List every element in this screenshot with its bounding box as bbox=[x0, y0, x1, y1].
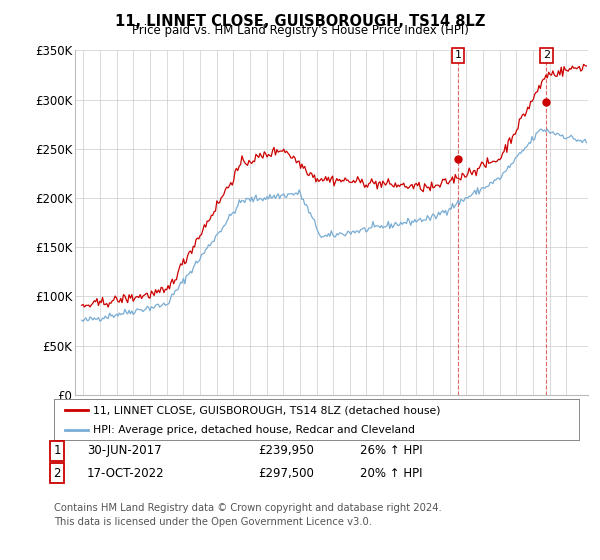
Text: This data is licensed under the Open Government Licence v3.0.: This data is licensed under the Open Gov… bbox=[54, 517, 372, 527]
Text: 26% ↑ HPI: 26% ↑ HPI bbox=[360, 444, 422, 458]
Text: 11, LINNET CLOSE, GUISBOROUGH, TS14 8LZ: 11, LINNET CLOSE, GUISBOROUGH, TS14 8LZ bbox=[115, 14, 485, 29]
Text: HPI: Average price, detached house, Redcar and Cleveland: HPI: Average price, detached house, Redc… bbox=[94, 424, 415, 435]
Text: 2: 2 bbox=[53, 466, 61, 480]
Text: £297,500: £297,500 bbox=[258, 466, 314, 480]
Text: 2: 2 bbox=[542, 50, 550, 60]
Text: Contains HM Land Registry data © Crown copyright and database right 2024.: Contains HM Land Registry data © Crown c… bbox=[54, 503, 442, 514]
Text: 1: 1 bbox=[53, 444, 61, 458]
Text: 30-JUN-2017: 30-JUN-2017 bbox=[87, 444, 161, 458]
Text: 11, LINNET CLOSE, GUISBOROUGH, TS14 8LZ (detached house): 11, LINNET CLOSE, GUISBOROUGH, TS14 8LZ … bbox=[94, 405, 441, 415]
Text: 20% ↑ HPI: 20% ↑ HPI bbox=[360, 466, 422, 480]
Text: 1: 1 bbox=[455, 50, 461, 60]
Text: Price paid vs. HM Land Registry's House Price Index (HPI): Price paid vs. HM Land Registry's House … bbox=[131, 24, 469, 37]
Text: £239,950: £239,950 bbox=[258, 444, 314, 458]
Text: 17-OCT-2022: 17-OCT-2022 bbox=[87, 466, 164, 480]
